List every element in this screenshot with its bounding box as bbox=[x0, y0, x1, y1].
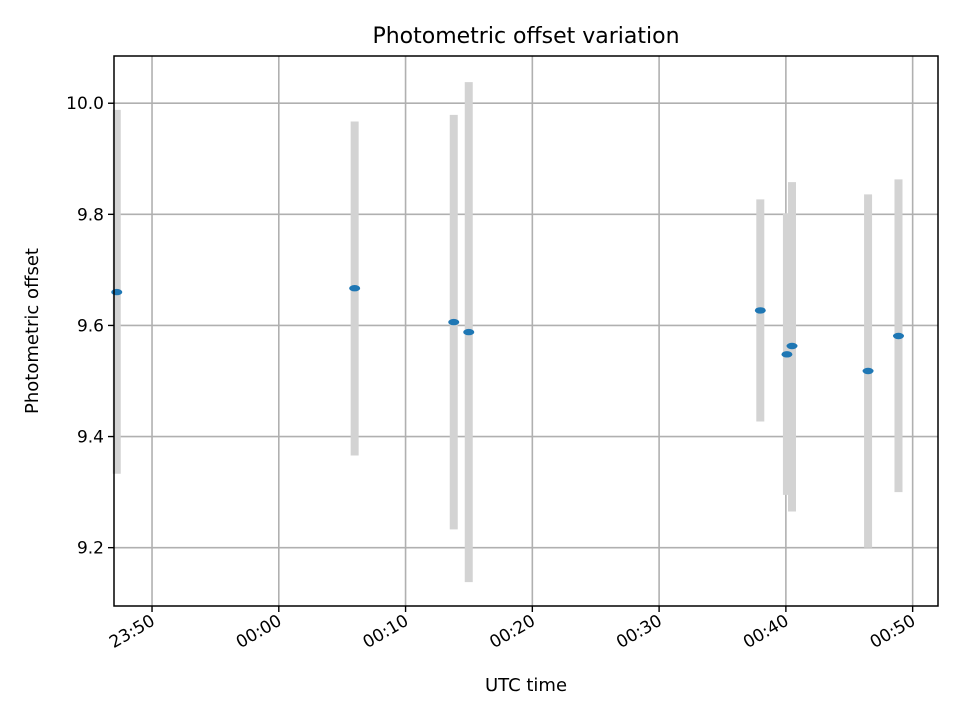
x-axis-label: UTC time bbox=[485, 675, 567, 696]
y-tick-label: 9.8 bbox=[77, 205, 104, 225]
data-point bbox=[111, 288, 123, 296]
chart-title: Photometric offset variation bbox=[372, 24, 679, 49]
data-point bbox=[781, 351, 793, 358]
y-tick-label: 10.0 bbox=[66, 94, 104, 114]
data-point bbox=[786, 342, 798, 350]
data-point bbox=[862, 367, 874, 375]
data-point bbox=[754, 307, 766, 314]
y-tick-label: 9.6 bbox=[77, 316, 104, 336]
y-tick-label: 9.4 bbox=[77, 428, 104, 448]
data-point bbox=[349, 285, 361, 292]
data-point bbox=[463, 328, 475, 336]
y-tick-label: 9.2 bbox=[77, 539, 104, 559]
data-point bbox=[892, 332, 904, 340]
data-point bbox=[448, 318, 460, 326]
plot-frame bbox=[113, 55, 939, 607]
y-axis-label: Photometric offset bbox=[22, 248, 43, 414]
data-points bbox=[111, 285, 904, 375]
